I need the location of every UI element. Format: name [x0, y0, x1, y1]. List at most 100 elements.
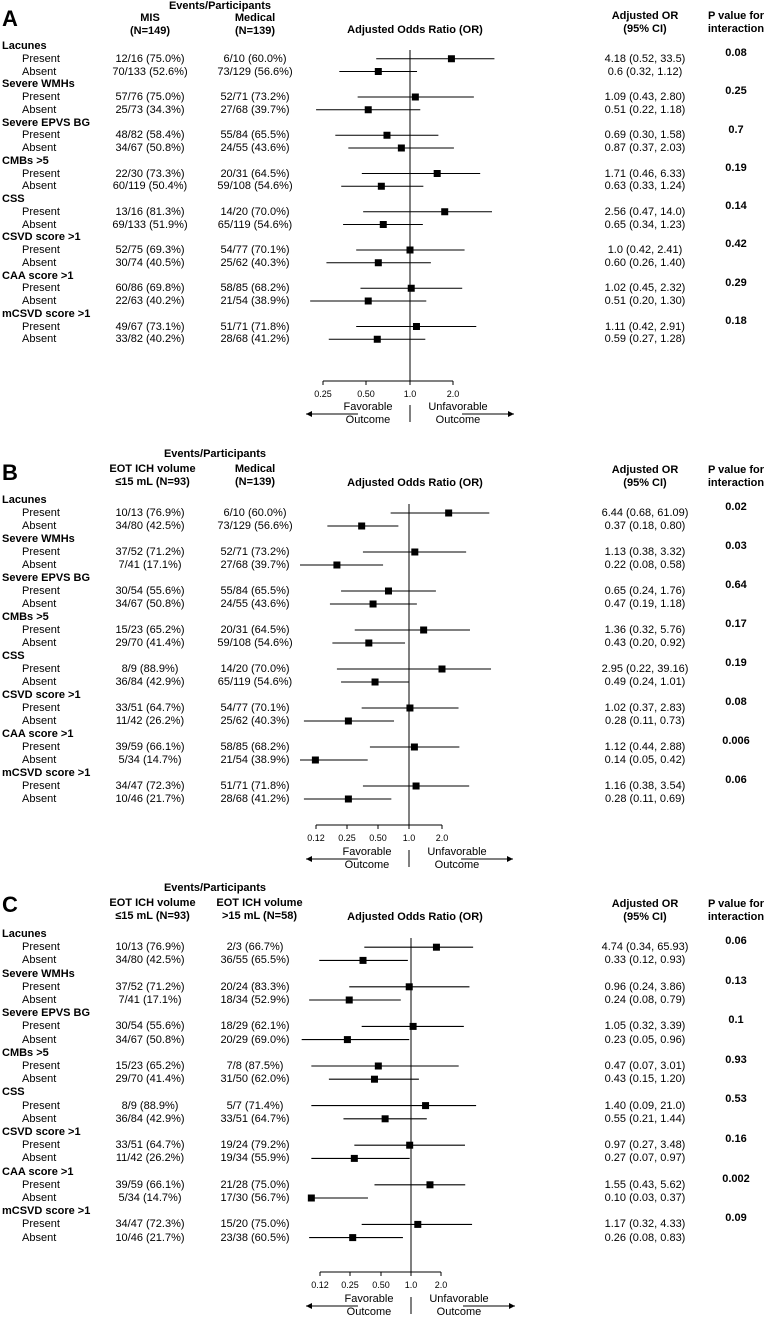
or-point	[414, 1220, 422, 1228]
col2-value: 17/30 (56.7%)	[220, 1192, 290, 1204]
adjusted-or-value: 0.47 (0.07, 3.01)	[604, 1060, 686, 1072]
p-value: 0.64	[725, 579, 747, 591]
adjusted-or-value: 2.56 (0.47, 14.0)	[604, 205, 686, 218]
col1-value: 13/16 (81.3%)	[115, 205, 185, 218]
col1-value: 30/54 (55.6%)	[115, 1020, 185, 1033]
col2-value: 73/129 (56.6%)	[217, 65, 293, 78]
unfavorable-label: Unfavorable Outcome	[428, 401, 488, 426]
p-value: 0.03	[725, 540, 747, 552]
or-point	[422, 1102, 430, 1110]
adjusted-or-value: 1.16 (0.38, 3.54)	[604, 780, 686, 792]
subgroup-label: CSVD score >1	[2, 689, 81, 701]
or-point	[409, 1022, 417, 1030]
adjusted-or-value: 6.44 (0.68, 61.09)	[601, 507, 689, 519]
adjusted-or-value: 0.96 (0.24, 3.86)	[604, 980, 686, 993]
p-value: 0.006	[722, 735, 750, 747]
adjusted-or-value: 1.02 (0.37, 2.83)	[604, 702, 686, 714]
row-label: Present	[22, 244, 60, 256]
x-tick-label: 1.0	[404, 389, 417, 399]
col2-value: 27/68 (39.7%)	[220, 103, 290, 116]
col1-value: 52/75 (69.3%)	[115, 244, 185, 256]
row-label: Present	[22, 663, 60, 675]
unfavorable-arrowhead	[509, 1303, 515, 1309]
adjusted-or-value: 4.74 (0.34, 65.93)	[601, 941, 689, 954]
or-point	[397, 144, 405, 152]
col1-value: 25/73 (34.3%)	[115, 103, 185, 116]
adjusted-or-value: 0.33 (0.12, 0.93)	[604, 954, 686, 967]
col2-value: 20/31 (64.5%)	[220, 167, 290, 180]
subgroup-label: CMBs >5	[2, 154, 49, 167]
col1-header: EOT ICH volume ≤15 mL (N=93)	[109, 463, 196, 488]
events-participants-header: Events/Participants	[163, 448, 267, 460]
unfavorable-arrowhead	[508, 411, 514, 417]
col2-value: 21/54 (38.9%)	[220, 295, 290, 307]
x-tick-label: 0.25	[341, 1280, 359, 1290]
or-point	[441, 208, 449, 216]
adjusted-or-value: 1.55 (0.43, 5.62)	[604, 1178, 686, 1191]
x-tick-label: 2.0	[435, 1280, 448, 1290]
p-value-header: P value for interaction	[707, 464, 765, 489]
subgroup-label: CSS	[2, 1086, 25, 1099]
row-label: Absent	[22, 103, 57, 116]
col1-value: 8/9 (88.9%)	[121, 663, 179, 675]
adjusted-or-value: 0.55 (0.21, 1.44)	[604, 1112, 686, 1125]
subgroup-label: mCSVD score >1	[2, 767, 91, 779]
row-label: Present	[22, 507, 60, 519]
row-label: Absent	[22, 598, 57, 610]
col2-value: 59/108 (54.6%)	[217, 180, 293, 193]
col2-value: 5/7 (71.4%)	[226, 1099, 284, 1112]
col1-value: 30/74 (40.5%)	[115, 256, 185, 269]
subgroup-label: mCSVD score >1	[2, 1205, 91, 1218]
row-label: Present	[22, 741, 60, 753]
or-point	[371, 678, 379, 686]
col1-value: 10/13 (76.9%)	[115, 507, 185, 519]
adjusted-or-value: 1.11 (0.42, 2.91)	[605, 320, 685, 333]
col1-value: 7/41 (17.1%)	[118, 559, 182, 571]
col2-value: 27/68 (39.7%)	[220, 559, 290, 571]
col1-value: 49/67 (73.1%)	[115, 320, 185, 333]
or-point	[374, 68, 382, 75]
col1-value: 30/54 (55.6%)	[115, 585, 185, 597]
col2-value: 55/84 (65.5%)	[220, 129, 290, 142]
adjusted-or-value: 2.95 (0.22, 39.16)	[601, 663, 689, 675]
or-point	[412, 782, 420, 790]
col2-value: 2/3 (66.7%)	[226, 941, 284, 954]
row-label: Absent	[22, 1112, 57, 1125]
x-tick-label: 0.12	[311, 1280, 329, 1290]
adjusted-or-value: 0.10 (0.03, 0.37)	[604, 1192, 686, 1204]
p-value: 0.7	[728, 123, 744, 136]
or-point	[359, 956, 367, 964]
col2-value: 65/119 (54.6%)	[217, 218, 293, 231]
row-label: Present	[22, 780, 60, 792]
p-value: 0.18	[725, 314, 747, 327]
col1-header: MIS (N=149)	[129, 12, 171, 37]
adjusted-or-value: 0.43 (0.15, 1.20)	[604, 1073, 686, 1086]
col2-value: 21/28 (75.0%)	[220, 1178, 290, 1191]
subgroup-label: CAA score >1	[2, 1165, 74, 1178]
or-point	[365, 639, 373, 647]
plot-title: Adjusted Odds Ratio (OR)	[347, 477, 483, 489]
row-label: Absent	[22, 218, 57, 231]
adjusted-or-value: 1.02 (0.45, 2.32)	[604, 282, 686, 295]
p-value: 0.19	[725, 657, 747, 669]
or-point	[344, 717, 352, 725]
or-point	[405, 983, 413, 991]
favorable-arrowhead	[306, 411, 312, 417]
col2-value: 55/84 (65.5%)	[220, 585, 290, 597]
col2-header: Medical (N=139)	[234, 12, 276, 37]
col1-value: 39/59 (66.1%)	[115, 741, 185, 753]
col2-value: 36/55 (65.5%)	[220, 954, 290, 967]
adjusted-or-value: 0.51 (0.20, 1.30)	[604, 295, 686, 307]
or-point	[374, 1062, 382, 1070]
col2-header: Medical (N=139)	[234, 463, 276, 488]
col1-value: 11/42 (26.2%)	[115, 715, 185, 727]
col1-value: 48/82 (58.4%)	[115, 129, 185, 142]
col1-value: 5/34 (14.7%)	[118, 1192, 182, 1204]
col1-value: 69/133 (51.9%)	[112, 218, 188, 231]
or-point	[406, 704, 414, 712]
p-value: 0.25	[725, 85, 747, 98]
col2-value: 54/77 (70.1%)	[220, 244, 290, 256]
col2-value: 31/50 (62.0%)	[220, 1073, 290, 1086]
panel-letter: A	[2, 6, 18, 31]
p-value-header: P value for interaction	[707, 898, 765, 923]
